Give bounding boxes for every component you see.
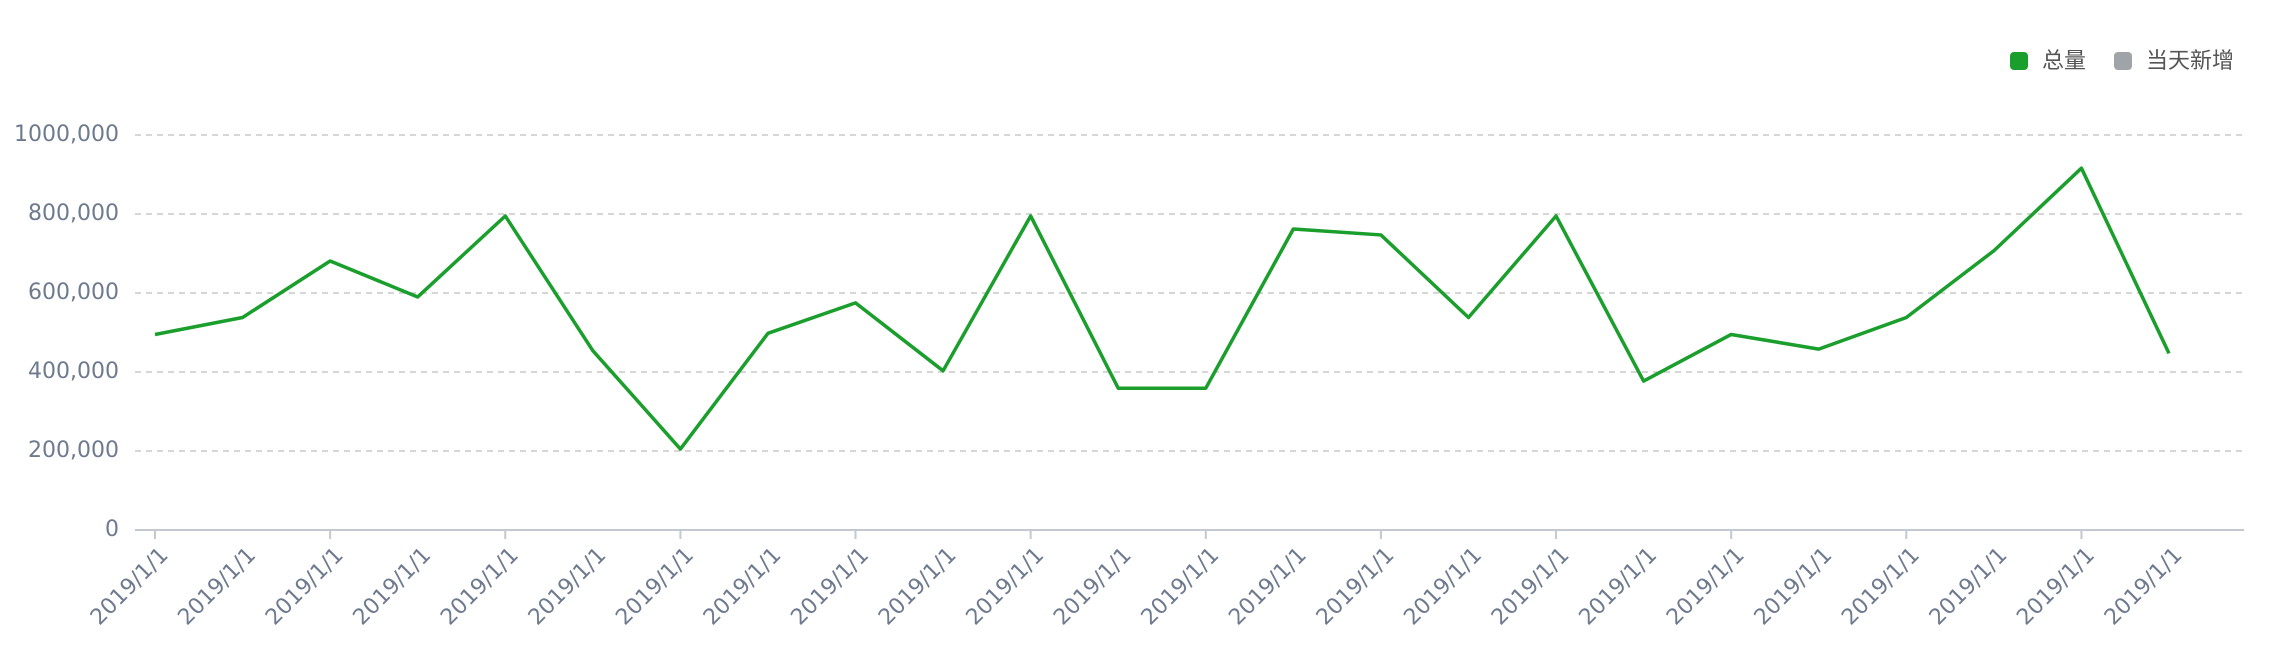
x-tick-label: 2019/1/1 bbox=[1662, 543, 1750, 631]
x-tick-label: 2019/1/1 bbox=[699, 543, 787, 631]
y-tick-label: 600,000 bbox=[28, 280, 119, 305]
x-tick-label: 2019/1/1 bbox=[1575, 543, 1663, 631]
x-tick-label: 2019/1/1 bbox=[2012, 543, 2100, 631]
y-tick-label: 400,000 bbox=[28, 359, 119, 384]
x-tick-label: 2019/1/1 bbox=[261, 543, 349, 631]
x-tick-label: 2019/1/1 bbox=[174, 543, 262, 631]
series-line bbox=[154, 166, 2171, 451]
x-tick-label: 2019/1/1 bbox=[1750, 543, 1838, 631]
x-tick-label: 2019/1/1 bbox=[1312, 543, 1400, 631]
y-tick-label: 800,000 bbox=[28, 201, 119, 226]
x-tick-label: 2019/1/1 bbox=[1925, 543, 2013, 631]
x-tick-label: 2019/1/1 bbox=[962, 543, 1050, 631]
x-tick-label: 2019/1/1 bbox=[86, 543, 174, 631]
legend-swatch bbox=[2010, 52, 2028, 70]
legend-text: 当天新增 bbox=[2146, 49, 2234, 74]
x-tick-label: 2019/1/1 bbox=[524, 543, 612, 631]
y-tick-label: 0 bbox=[105, 517, 119, 542]
x-tick-label: 2019/1/1 bbox=[1137, 543, 1225, 631]
legend-text: 总量 bbox=[2042, 49, 2086, 74]
legend-swatch bbox=[2114, 52, 2132, 70]
x-tick-label: 2019/1/1 bbox=[1399, 543, 1487, 631]
x-tick-label: 2019/1/1 bbox=[786, 543, 874, 631]
x-tick-label: 2019/1/1 bbox=[349, 543, 437, 631]
y-tick-label: 1000,000 bbox=[14, 122, 119, 147]
x-tick-label: 2019/1/1 bbox=[2100, 543, 2188, 631]
y-tick-label: 200,000 bbox=[28, 438, 119, 463]
x-tick-label: 2019/1/1 bbox=[436, 543, 524, 631]
x-tick-label: 2019/1/1 bbox=[874, 543, 962, 631]
x-tick-label: 2019/1/1 bbox=[1487, 543, 1575, 631]
x-tick-label: 2019/1/1 bbox=[1049, 543, 1137, 631]
x-tick-label: 2019/1/1 bbox=[1224, 543, 1312, 631]
x-tick-label: 2019/1/1 bbox=[1837, 543, 1925, 631]
x-tick-label: 2019/1/1 bbox=[611, 543, 699, 631]
